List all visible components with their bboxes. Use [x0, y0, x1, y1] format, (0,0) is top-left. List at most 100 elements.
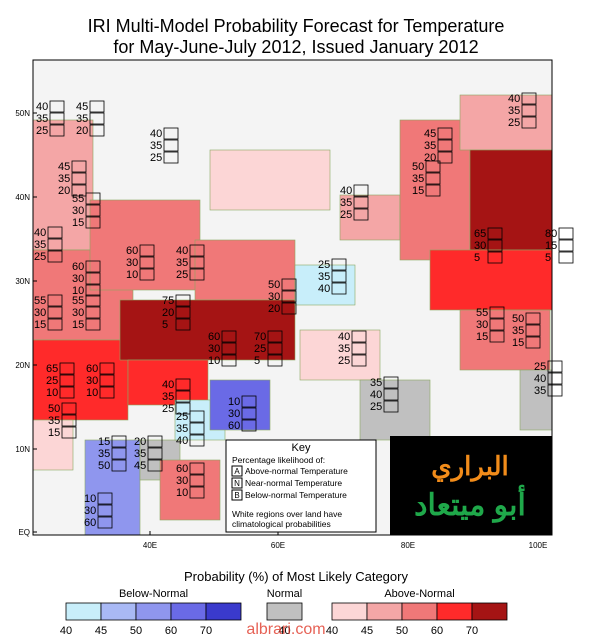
title: IRI Multi-Model Probability Forecast for…	[88, 16, 505, 36]
legend-label: 60	[431, 625, 443, 636]
forecast-box	[71, 184, 87, 197]
forecast-value: 35	[370, 377, 382, 389]
forecast-box	[61, 402, 77, 415]
logo-box	[390, 436, 552, 535]
forecast-region	[429, 249, 553, 311]
forecast-value: 40	[318, 283, 330, 295]
forecast-value: 35	[508, 105, 520, 117]
forecast-value: 30	[86, 375, 98, 387]
forecast-box	[49, 124, 65, 137]
forecast-value: 65	[474, 228, 486, 240]
forecast-region	[469, 149, 553, 251]
forecast-box	[47, 238, 63, 251]
forecast-box	[47, 318, 63, 331]
forecast-region	[209, 149, 331, 211]
forecast-value: 35	[412, 173, 424, 185]
forecast-box	[383, 388, 399, 401]
forecast-box	[139, 256, 155, 269]
forecast-box	[525, 324, 541, 337]
key-box	[225, 439, 377, 533]
forecast-box	[547, 372, 563, 385]
forecast-box	[139, 268, 155, 281]
forecast-box	[47, 250, 63, 263]
forecast-value: 25	[534, 361, 546, 373]
legend-title: Probability (%) of Most Likely Category	[184, 569, 408, 584]
forecast-box	[59, 362, 75, 375]
forecast-box	[99, 362, 115, 375]
key-item: Below-normal Temperature	[245, 490, 347, 500]
forecast-value: 20	[134, 436, 146, 448]
forecast-region	[359, 379, 431, 441]
forecast-box	[189, 434, 205, 447]
forecast-value: 20	[76, 125, 88, 137]
forecast-value: 35	[150, 140, 162, 152]
forecast-value: 30	[126, 257, 138, 269]
legend-swatch	[401, 602, 438, 621]
forecast-box	[59, 386, 75, 399]
forecast-value: 40	[176, 435, 188, 447]
forecast-value: 50	[48, 403, 60, 415]
forecast-box	[89, 100, 105, 113]
forecast-value: 40	[150, 128, 162, 140]
forecast-box	[525, 312, 541, 325]
forecast-box	[489, 318, 505, 331]
forecast-box	[221, 354, 237, 367]
forecast-box	[175, 294, 191, 307]
forecast-value: 10	[208, 355, 220, 367]
forecast-box	[489, 330, 505, 343]
forecast-value: 10	[176, 487, 188, 499]
forecast-value: 30	[208, 343, 220, 355]
lat-label: 20N	[15, 361, 30, 370]
forecast-value: 15	[72, 319, 84, 331]
forecast-value: 45	[58, 161, 70, 173]
forecast-value: 35	[58, 173, 70, 185]
forecast-box	[221, 330, 237, 343]
key-subtitle: Percentage likelihood of:	[232, 455, 325, 465]
legend-swatch	[100, 602, 137, 621]
forecast-value: 30	[34, 307, 46, 319]
legend-swatch	[65, 602, 102, 621]
forecast-box	[111, 447, 127, 460]
legend-label: 50	[130, 625, 142, 636]
forecast-box	[281, 278, 297, 291]
legend-label: 60	[165, 625, 177, 636]
forecast-value: 5	[474, 252, 480, 264]
key-letter: N	[234, 479, 240, 488]
forecast-box	[147, 447, 163, 460]
forecast-value: 35	[98, 448, 110, 460]
forecast-value: 60	[176, 463, 188, 475]
forecast-value: 25	[162, 403, 174, 415]
watermark-site: albrari.com	[246, 621, 325, 636]
forecast-box	[189, 474, 205, 487]
legend-group: Above-Normal	[384, 588, 454, 600]
forecast-value: 10	[84, 493, 96, 505]
forecast-box	[189, 256, 205, 269]
key-letter-box	[231, 465, 243, 477]
key-note: White regions over land have	[232, 509, 342, 519]
forecast-value: 30	[72, 273, 84, 285]
forecast-value: 30	[176, 475, 188, 487]
forecast-box	[267, 330, 283, 343]
forecast-box	[547, 360, 563, 373]
legend-swatch	[135, 602, 172, 621]
forecast-value: 25	[340, 209, 352, 221]
forecast-value: 40	[338, 331, 350, 343]
forecast-box	[331, 282, 347, 295]
legend-group: Normal	[267, 588, 302, 600]
forecast-value: 10	[72, 285, 84, 297]
forecast-value: 10	[86, 387, 98, 399]
lon-label: 40E	[143, 541, 157, 550]
forecast-value: 25	[318, 259, 330, 271]
legend-label: 40	[278, 625, 290, 636]
forecast-box	[221, 342, 237, 355]
logo-text: أبو ميتعاد	[414, 484, 526, 523]
forecast-value: 40	[508, 93, 520, 105]
forecast-value: 5	[545, 252, 551, 264]
forecast-box	[425, 172, 441, 185]
forecast-value: 30	[474, 240, 486, 252]
forecast-box	[489, 306, 505, 319]
forecast-box	[331, 270, 347, 283]
forecast-value: 5	[162, 319, 168, 331]
forecast-box	[163, 151, 179, 164]
forecast-value: 50	[512, 313, 524, 325]
